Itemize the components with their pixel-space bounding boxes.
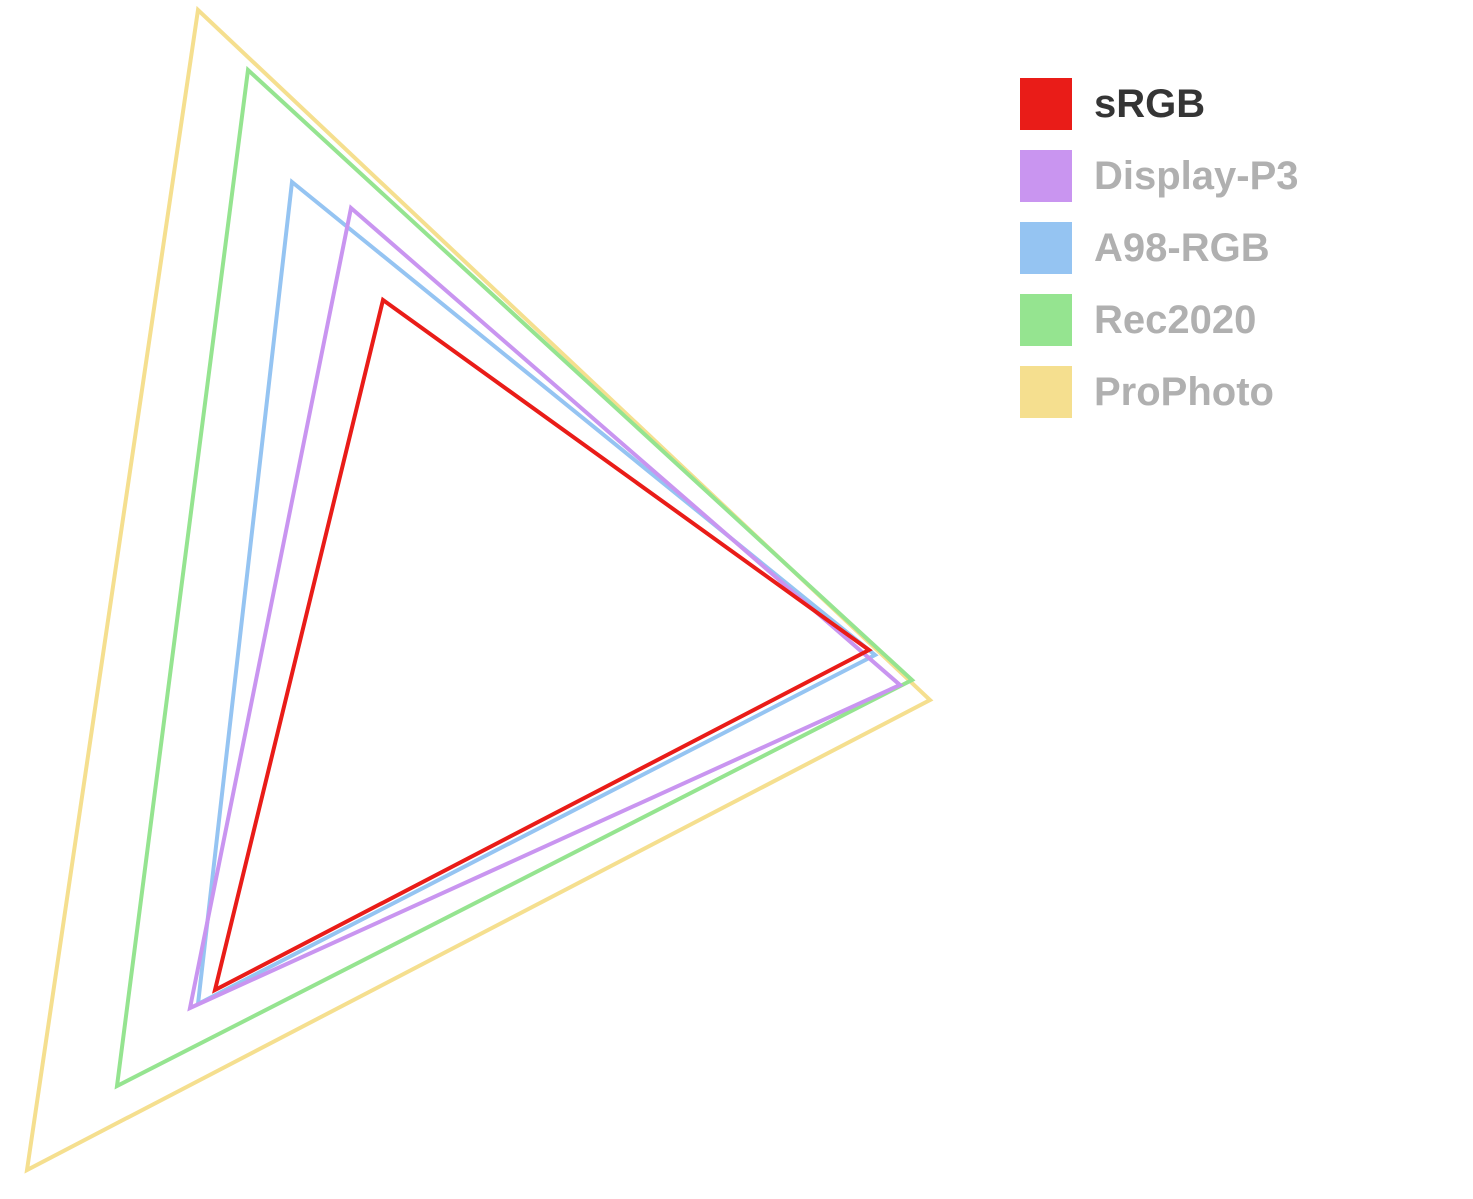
gamut-triangle-rec2020 [117,70,912,1086]
legend-label-displayp3: Display-P3 [1094,156,1299,196]
legend-label-rec2020: Rec2020 [1094,300,1256,340]
gamut-triangle-displayp3 [190,208,900,1008]
legend-label-prophoto: ProPhoto [1094,372,1274,412]
gamut-triangle-a98rgb [198,182,875,1004]
legend-swatch-prophoto [1020,366,1072,418]
legend-swatch-srgb [1020,78,1072,130]
legend-swatch-displayp3 [1020,150,1072,202]
legend-label-a98rgb: A98-RGB [1094,228,1270,268]
legend-item-displayp3[interactable]: Display-P3 [1020,150,1299,202]
legend-swatch-a98rgb [1020,222,1072,274]
legend-swatch-rec2020 [1020,294,1072,346]
legend-label-srgb: sRGB [1094,84,1205,124]
legend: sRGB Display-P3 A98-RGB Rec2020 ProPhoto [1020,78,1299,418]
legend-item-prophoto[interactable]: ProPhoto [1020,366,1299,418]
legend-item-srgb[interactable]: sRGB [1020,78,1299,130]
legend-item-a98rgb[interactable]: A98-RGB [1020,222,1299,274]
legend-item-rec2020[interactable]: Rec2020 [1020,294,1299,346]
